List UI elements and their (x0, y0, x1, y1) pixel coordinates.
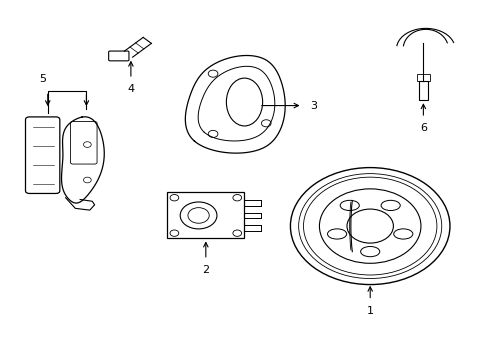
Text: 2: 2 (202, 265, 209, 275)
Bar (167, 192, 244, 238)
Bar (416, 75, 429, 81)
Text: 6: 6 (419, 123, 426, 132)
Bar (418, 81, 427, 100)
Text: 5: 5 (40, 74, 46, 84)
Text: 1: 1 (366, 306, 373, 316)
Text: 3: 3 (309, 100, 316, 111)
Text: 4: 4 (127, 84, 134, 94)
